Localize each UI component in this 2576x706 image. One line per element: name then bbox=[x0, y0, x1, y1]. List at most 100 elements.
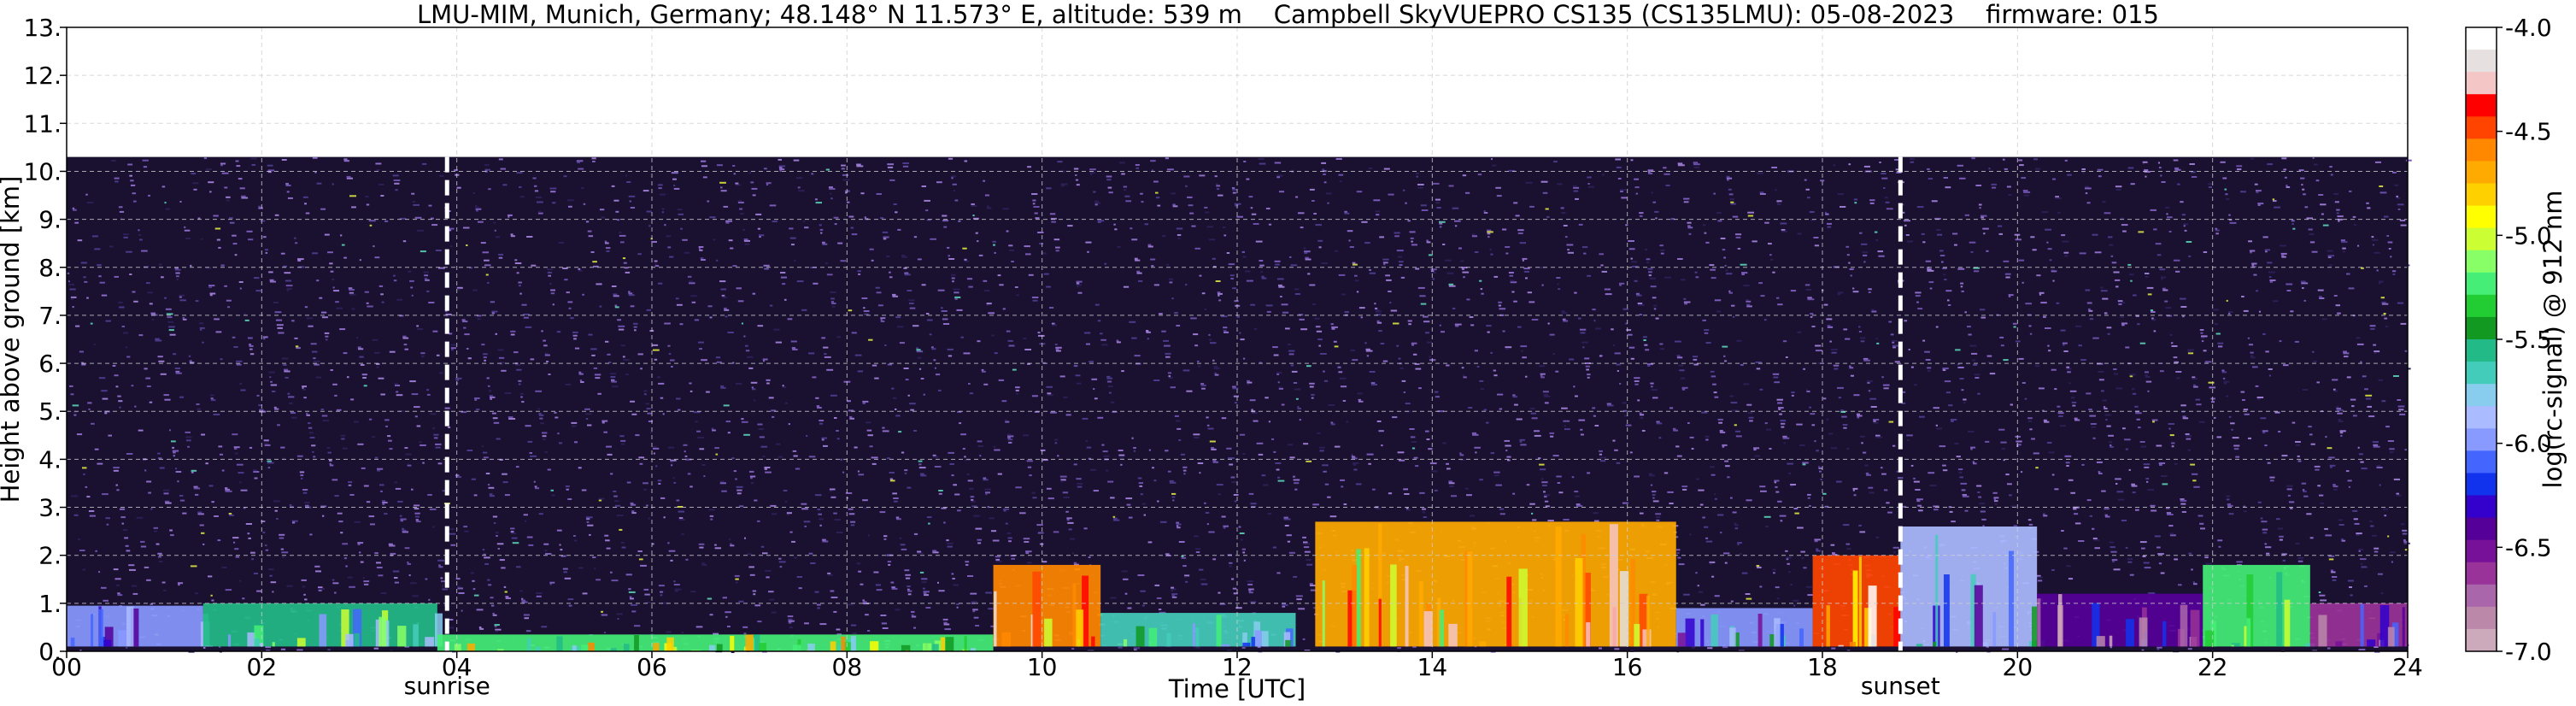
noise-speck bbox=[2338, 524, 2344, 526]
noise-speck bbox=[1917, 308, 1923, 310]
noise-speck bbox=[461, 609, 463, 612]
noise-speck bbox=[2127, 263, 2132, 266]
noise-speck bbox=[1724, 360, 1728, 362]
noise-speck bbox=[1863, 261, 1866, 263]
noise-speck bbox=[1991, 183, 1997, 185]
noise-speck bbox=[1884, 489, 1888, 491]
noise-speck bbox=[2256, 397, 2264, 398]
noise-speck bbox=[628, 195, 636, 197]
noise-speck bbox=[87, 402, 92, 404]
noise-speck bbox=[1741, 274, 1745, 275]
noise-speck bbox=[2106, 425, 2111, 427]
noise-speck bbox=[2381, 301, 2386, 303]
noise-speck bbox=[1580, 332, 1586, 334]
noise-speck bbox=[725, 220, 732, 222]
noise-speck bbox=[530, 455, 537, 457]
noise-speck bbox=[1887, 511, 1892, 514]
noise-speck bbox=[1207, 427, 1214, 430]
noise-speck bbox=[208, 286, 212, 288]
noise-speck bbox=[1545, 505, 1550, 508]
noise-speck bbox=[2336, 212, 2339, 215]
noise-speck bbox=[714, 544, 717, 546]
noise-speck bbox=[806, 435, 808, 437]
noise-speck bbox=[581, 489, 587, 491]
noise-speck bbox=[1638, 303, 1645, 306]
noise-speck bbox=[1540, 478, 1544, 480]
noise-speck bbox=[301, 579, 307, 581]
noise-speck bbox=[1825, 213, 1829, 215]
noise-speck bbox=[862, 599, 865, 602]
noise-speck bbox=[736, 287, 742, 290]
noise-speck bbox=[1217, 291, 1221, 294]
noise-speck bbox=[313, 360, 320, 362]
noise-speck bbox=[158, 457, 162, 460]
noise-speck bbox=[1076, 478, 1082, 480]
noise-speck bbox=[1916, 500, 1921, 503]
noise-speck bbox=[1732, 215, 1739, 218]
noise-speck bbox=[1462, 174, 1467, 177]
noise-speck bbox=[926, 516, 932, 519]
noise-speck bbox=[1194, 247, 1201, 250]
noise-speck bbox=[339, 328, 346, 331]
noise-speck bbox=[210, 399, 216, 402]
noise-speck bbox=[1094, 397, 1098, 400]
noise-speck bbox=[442, 588, 448, 591]
noise-speck bbox=[478, 221, 484, 223]
noise-speck bbox=[812, 376, 817, 379]
noise-speck bbox=[598, 499, 602, 502]
noise-speck bbox=[423, 271, 429, 274]
noise-speck bbox=[1616, 166, 1622, 168]
noise-speck bbox=[611, 185, 615, 187]
noise-speck bbox=[1910, 161, 1915, 163]
noise-speck bbox=[484, 562, 490, 565]
noise-speck bbox=[2318, 296, 2322, 298]
noise-speck bbox=[336, 409, 342, 411]
noise-speck bbox=[731, 651, 735, 653]
noise-speck bbox=[1446, 468, 1451, 470]
noise-speck bbox=[2187, 350, 2192, 353]
noise-speck bbox=[461, 319, 466, 321]
noise-speck bbox=[897, 228, 901, 231]
noise-speck bbox=[74, 221, 79, 224]
noise-speck bbox=[494, 229, 496, 232]
noise-speck bbox=[547, 468, 551, 471]
noise-speck bbox=[696, 430, 701, 432]
noise-speck bbox=[1046, 285, 1051, 288]
noise-speck bbox=[73, 209, 77, 211]
noise-speck bbox=[1304, 550, 1311, 553]
noise-speck bbox=[1290, 364, 1294, 367]
noise-speck bbox=[964, 160, 968, 162]
noise-speck bbox=[461, 321, 468, 323]
noise-speck bbox=[201, 532, 205, 534]
noise-speck bbox=[535, 390, 543, 392]
noise-speck bbox=[1153, 284, 1159, 286]
noise-speck bbox=[315, 570, 321, 573]
noise-speck bbox=[535, 487, 540, 490]
noise-speck bbox=[801, 508, 808, 510]
noise-speck bbox=[394, 182, 400, 185]
noise-speck bbox=[777, 158, 782, 161]
noise-speck bbox=[1070, 538, 1075, 540]
noise-speck bbox=[1088, 556, 1091, 558]
noise-speck bbox=[281, 159, 287, 161]
noise-speck bbox=[1649, 277, 1656, 279]
noise-speck bbox=[534, 185, 537, 187]
noise-speck bbox=[117, 592, 120, 595]
noise-speck bbox=[2155, 243, 2162, 245]
noise-speck bbox=[2086, 499, 2092, 502]
noise-speck bbox=[944, 628, 951, 631]
noise-speck bbox=[273, 500, 280, 503]
noise-speck bbox=[622, 257, 626, 260]
noise-speck bbox=[505, 596, 509, 598]
noise-speck bbox=[172, 450, 179, 452]
noise-speck bbox=[1364, 342, 1367, 344]
noise-speck bbox=[1136, 270, 1141, 273]
noise-speck bbox=[1574, 291, 1577, 294]
noise-speck bbox=[1740, 363, 1744, 366]
noise-speck bbox=[519, 590, 523, 592]
noise-speck bbox=[1673, 429, 1678, 432]
noise-speck bbox=[1974, 374, 1980, 376]
noise-speck bbox=[720, 186, 723, 189]
noise-speck bbox=[2135, 509, 2139, 511]
noise-speck bbox=[1464, 487, 1469, 490]
